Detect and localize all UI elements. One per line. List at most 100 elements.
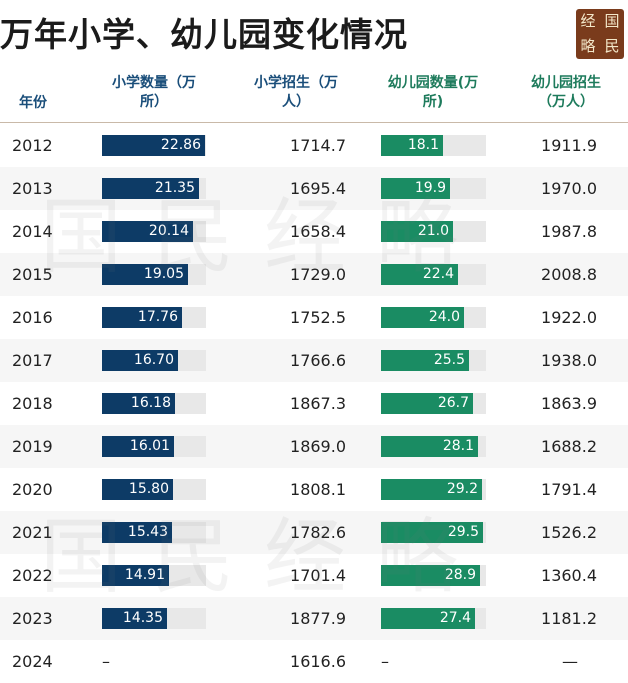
year-cell: 2015 [12,265,53,284]
year-cell: 2018 [12,394,53,413]
primary-enroll-cell: 1695.4 [290,179,346,198]
kinder-count-bar: 21.0 [381,221,453,242]
header-kinder-count-line1: 幼儿园数量(万 [387,75,479,91]
kinder-bar-track: 27.4 [381,608,486,629]
kinder-count-bar: 26.7 [381,393,473,414]
primary-count-bar: 16.70 [102,350,178,371]
primary-count-bar: 21.35 [102,178,199,199]
primary-count-label: 20.14 [148,223,189,239]
primary-count-label: 17.76 [137,309,178,325]
kinder-bar-track: 29.5 [381,522,486,543]
primary-bar-track: 15.43 [102,522,206,543]
table-row: 2012 22.86 1714.7 18.1 1911.9 [0,124,628,167]
kinder-bar-track: 25.5 [381,350,486,371]
primary-enroll-cell: 1869.0 [290,437,346,456]
primary-count-label: 14.91 [124,567,165,583]
primary-bar-track: 21.35 [102,178,206,199]
kinder-count-bar: 25.5 [381,350,469,371]
table-row: 2020 15.80 1808.1 29.2 1791.4 [0,468,628,511]
primary-count-bar: 14.35 [102,608,167,629]
primary-count-label: 16.01 [129,438,170,454]
year-cell: 2023 [12,609,53,628]
table-row: 2022 14.91 1701.4 28.9 1360.4 [0,554,628,597]
kinder-count-bar: 18.1 [381,135,443,156]
kinder-enroll-cell: 1791.4 [541,480,597,499]
primary-enroll-cell: 1766.6 [290,351,346,370]
primary-enroll-cell: 1782.6 [290,523,346,542]
kinder-count-bar: 19.9 [381,178,450,199]
primary-enroll-cell: 1701.4 [290,566,346,585]
kinder-count-label: 19.9 [414,180,446,196]
primary-enroll-cell: 1877.9 [290,609,346,628]
kinder-enroll-cell: 1360.4 [541,566,597,585]
kinder-count-bar: 24.0 [381,307,464,328]
primary-count-missing: – [102,652,110,671]
kinder-enroll-cell: 1911.9 [541,136,597,155]
year-cell: 2012 [12,136,53,155]
primary-count-label: 22.86 [160,137,201,153]
primary-count-bar: 19.05 [102,264,188,285]
brand-logo: 经 国 略 民 [576,9,624,59]
page-title: 万年小学、幼儿园变化情况 [0,15,408,54]
header-kinder-enroll: 幼儿园招生 （万人） [516,74,616,112]
primary-count-label: 16.70 [133,352,174,368]
header-kinder-count: 幼儿园数量(万 所) [368,74,498,112]
kinder-count-bar: 29.2 [381,479,482,500]
kinder-enroll-cell: 1922.0 [541,308,597,327]
kinder-bar-track: 21.0 [381,221,486,242]
primary-count-label: 14.35 [122,610,163,626]
header-primary-enroll-line1: 小学招生（万 [254,75,338,91]
primary-count-label: 21.35 [154,180,195,196]
kinder-count-label: 24.0 [428,309,460,325]
kinder-count-bar: 29.5 [381,522,483,543]
kinder-count-bar: 28.1 [381,436,478,457]
kinder-enroll-missing: — [562,652,578,671]
table-row: 2017 16.70 1766.6 25.5 1938.0 [0,339,628,382]
year-cell: 2016 [12,308,53,327]
primary-enroll-cell: 1752.5 [290,308,346,327]
table-row: 2016 17.76 1752.5 24.0 1922.0 [0,296,628,339]
logo-char: 国 [604,12,620,30]
kinder-count-label: 27.4 [439,610,471,626]
primary-count-bar: 14.91 [102,565,169,586]
primary-count-bar: 16.01 [102,436,174,457]
primary-bar-track: 14.35 [102,608,206,629]
kinder-bar-track: 18.1 [381,135,486,156]
header-primary-enroll-line2: 人） [282,94,310,110]
kinder-count-label: 29.5 [447,524,479,540]
primary-count-label: 19.05 [143,266,184,282]
header-primary-count-line1: 小学数量（万 [112,75,196,91]
year-cell: 2020 [12,480,53,499]
header-kinder-enroll-line2: （万人） [538,94,594,110]
primary-bar-track: 20.14 [102,221,206,242]
table-row: 2015 19.05 1729.0 22.4 2008.8 [0,253,628,296]
header-primary-count: 小学数量（万 所） [92,74,216,112]
primary-count-bar: 16.18 [102,393,175,414]
kinder-enroll-cell: 1863.9 [541,394,597,413]
header-primary-count-line2: 所） [140,94,168,110]
kinder-enroll-cell: 1526.2 [541,523,597,542]
kinder-enroll-cell: 1938.0 [541,351,597,370]
year-cell: 2019 [12,437,53,456]
kinder-enroll-cell: 1688.2 [541,437,597,456]
year-cell: 2021 [12,523,53,542]
kinder-count-bar: 22.4 [381,264,458,285]
primary-count-bar: 17.76 [102,307,182,328]
table-row: 2019 16.01 1869.0 28.1 1688.2 [0,425,628,468]
table-row: 2023 14.35 1877.9 27.4 1181.2 [0,597,628,640]
kinder-count-label: 28.9 [444,567,476,583]
header-year: 年份 [19,95,47,111]
kinder-count-missing: – [381,652,389,671]
primary-enroll-cell: 1808.1 [290,480,346,499]
kinder-count-label: 29.2 [446,481,478,497]
kinder-enroll-cell: 1987.8 [541,222,597,241]
table-row: 2021 15.43 1782.6 29.5 1526.2 [0,511,628,554]
kinder-count-label: 28.1 [442,438,474,454]
primary-bar-track: 16.70 [102,350,206,371]
kinder-enroll-cell: 1970.0 [541,179,597,198]
kinder-count-label: 22.4 [422,266,454,282]
kinder-bar-track: 28.9 [381,565,486,586]
kinder-bar-track: 29.2 [381,479,486,500]
primary-count-label: 15.80 [128,481,169,497]
table-row: 2024 – 1616.6 – — [0,640,628,683]
